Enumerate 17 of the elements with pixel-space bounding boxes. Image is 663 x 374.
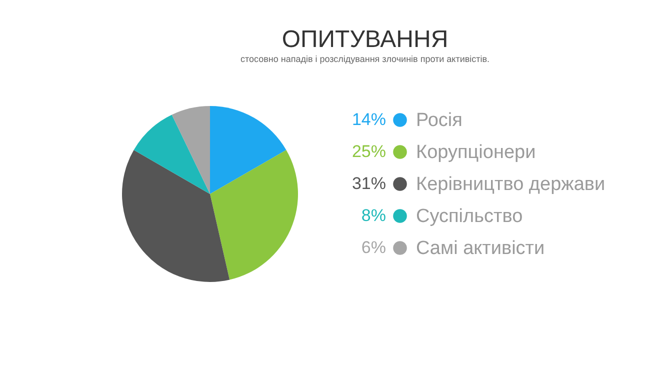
data-label: 14% <box>352 110 386 129</box>
data-label: 6% <box>361 238 386 257</box>
pie-slice <box>172 106 210 194</box>
legend-label: Росія <box>416 110 462 131</box>
legend-label: Корупціонери <box>416 142 536 163</box>
legend-label: Самі активісти <box>416 238 545 259</box>
data-label: 25% <box>352 142 386 161</box>
legend-label: Керівництво держави <box>416 174 606 195</box>
pie-slice <box>210 150 298 280</box>
chart-title: ОПИТУВАННЯ <box>282 26 448 53</box>
pie-slice <box>210 106 286 194</box>
pie-slice <box>122 150 230 282</box>
data-label: 31% <box>352 174 386 193</box>
chart-subtitle: стосовно нападів і розслідування злочинів проти активістів. <box>240 54 490 64</box>
pie-slice <box>134 114 210 194</box>
legend-label: Суспільство <box>416 206 523 227</box>
data-label: 8% <box>361 206 386 225</box>
